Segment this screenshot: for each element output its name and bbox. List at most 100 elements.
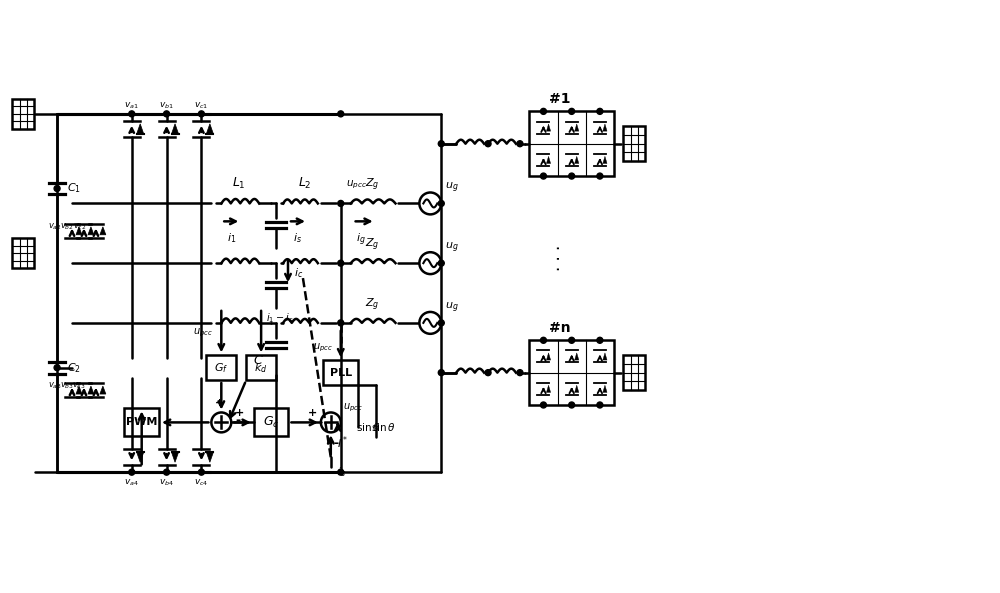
Polygon shape <box>575 353 579 360</box>
Polygon shape <box>546 157 551 164</box>
Polygon shape <box>100 386 106 394</box>
Circle shape <box>438 141 444 146</box>
Polygon shape <box>76 227 82 235</box>
Circle shape <box>338 200 344 206</box>
Text: $C_2$: $C_2$ <box>67 361 81 375</box>
Circle shape <box>164 111 170 117</box>
Circle shape <box>517 141 523 146</box>
Circle shape <box>129 111 135 117</box>
Circle shape <box>569 337 575 343</box>
Text: $v_{a2}$: $v_{a2}$ <box>48 222 62 232</box>
Text: $u_{pcc}$: $u_{pcc}$ <box>313 342 333 354</box>
Bar <box>124 409 159 436</box>
Polygon shape <box>76 386 82 394</box>
Circle shape <box>569 109 575 114</box>
Polygon shape <box>603 157 607 164</box>
Polygon shape <box>137 452 144 462</box>
Text: -: - <box>334 437 339 450</box>
Text: $u_{pcc}$: $u_{pcc}$ <box>193 327 213 339</box>
Circle shape <box>597 109 603 114</box>
Circle shape <box>338 469 344 475</box>
Bar <box>529 111 614 176</box>
Circle shape <box>438 369 444 375</box>
Bar <box>12 99 34 129</box>
Circle shape <box>597 402 603 408</box>
Polygon shape <box>100 227 106 235</box>
Circle shape <box>198 469 204 475</box>
Circle shape <box>517 369 523 375</box>
Text: $u_{pcc}$: $u_{pcc}$ <box>346 179 367 192</box>
Text: #1: #1 <box>549 92 570 106</box>
Circle shape <box>211 413 231 432</box>
Text: $Z_g$: $Z_g$ <box>365 177 380 193</box>
Polygon shape <box>603 353 607 360</box>
Text: $v_{b3}$: $v_{b3}$ <box>60 381 74 391</box>
Polygon shape <box>88 386 94 394</box>
Text: $G_f$: $G_f$ <box>214 361 228 375</box>
Circle shape <box>438 260 444 266</box>
Text: $i_s$: $i_s$ <box>337 466 346 479</box>
Bar <box>623 126 645 161</box>
Circle shape <box>54 365 60 371</box>
Text: $C$: $C$ <box>253 354 264 367</box>
Text: $i_1 - i_s$: $i_1 - i_s$ <box>266 311 294 325</box>
Polygon shape <box>88 227 94 235</box>
Circle shape <box>438 320 444 326</box>
Text: $i_c$: $i_c$ <box>294 266 303 280</box>
Text: $v_{b2}$: $v_{b2}$ <box>60 222 74 232</box>
Circle shape <box>164 469 170 475</box>
Text: $L_1$: $L_1$ <box>232 176 246 192</box>
Text: $I^*$: $I^*$ <box>337 434 348 451</box>
Text: +: + <box>235 409 244 419</box>
Bar <box>12 238 34 268</box>
Text: $Z_g$: $Z_g$ <box>365 296 380 313</box>
Text: -: - <box>235 414 240 427</box>
Text: #n: #n <box>549 321 571 335</box>
Circle shape <box>485 369 491 375</box>
Circle shape <box>338 111 344 117</box>
Text: $v_{a3}$: $v_{a3}$ <box>48 381 62 391</box>
Polygon shape <box>603 124 607 131</box>
Text: $v_{a4}$: $v_{a4}$ <box>124 477 139 487</box>
Text: $\sin\theta$: $\sin\theta$ <box>371 422 395 433</box>
Text: $u_g$: $u_g$ <box>445 241 459 255</box>
Circle shape <box>198 111 204 117</box>
Circle shape <box>54 186 60 192</box>
Polygon shape <box>546 124 551 131</box>
Text: $\sin\theta$: $\sin\theta$ <box>356 422 380 433</box>
Circle shape <box>569 173 575 179</box>
Polygon shape <box>603 385 607 393</box>
Circle shape <box>540 337 546 343</box>
Circle shape <box>540 109 546 114</box>
Text: $v_{c4}$: $v_{c4}$ <box>194 477 209 487</box>
Text: $v_{b1}$: $v_{b1}$ <box>159 100 174 111</box>
Polygon shape <box>137 124 144 134</box>
Text: $v_{c1}$: $v_{c1}$ <box>194 100 209 111</box>
Text: $v_{b4}$: $v_{b4}$ <box>159 477 174 487</box>
Circle shape <box>597 337 603 343</box>
Polygon shape <box>575 124 579 131</box>
Bar <box>529 340 614 405</box>
Text: $L_2$: $L_2$ <box>298 176 311 192</box>
Polygon shape <box>546 385 551 393</box>
Text: $v_{a1}$: $v_{a1}$ <box>124 100 139 111</box>
Bar <box>323 360 358 385</box>
Text: $i_1$: $i_1$ <box>227 231 236 245</box>
Text: PWM: PWM <box>126 417 157 428</box>
Text: $Z_g$: $Z_g$ <box>365 237 380 253</box>
Text: $u_g$: $u_g$ <box>445 181 459 196</box>
Polygon shape <box>546 353 551 360</box>
Polygon shape <box>206 452 213 462</box>
Bar <box>206 355 236 380</box>
Circle shape <box>338 260 344 266</box>
Polygon shape <box>206 124 213 134</box>
Text: $v_{c2}$: $v_{c2}$ <box>73 222 86 232</box>
Circle shape <box>597 173 603 179</box>
Text: $u_{pcc}$: $u_{pcc}$ <box>343 401 363 414</box>
Polygon shape <box>172 452 179 462</box>
Circle shape <box>321 413 341 432</box>
Text: PLL: PLL <box>330 368 352 378</box>
Text: $u_g$: $u_g$ <box>445 301 459 315</box>
Circle shape <box>485 141 491 146</box>
Polygon shape <box>575 385 579 393</box>
